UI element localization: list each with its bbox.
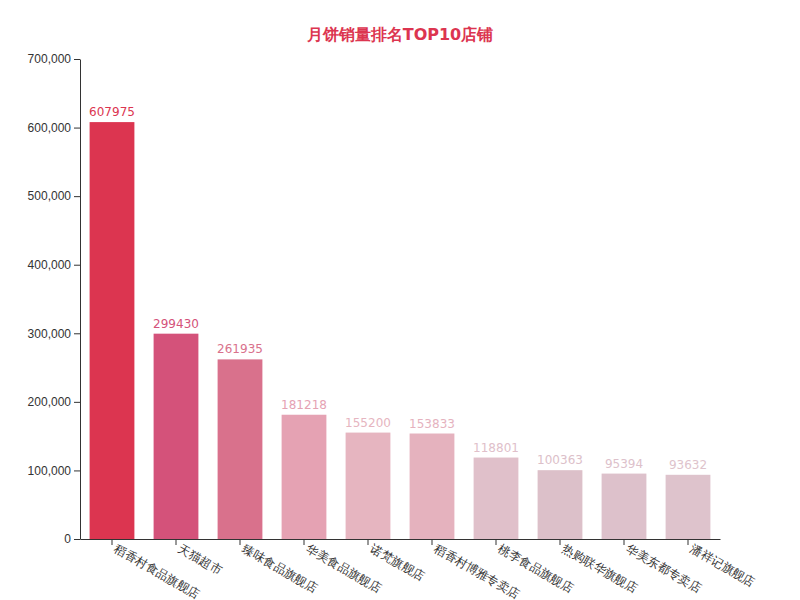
y-tick: 700,000 <box>28 52 80 66</box>
data-label: 181218 <box>281 398 327 412</box>
x-tick-mark <box>688 539 689 545</box>
data-label: 261935 <box>217 342 263 356</box>
x-tick: 诺梵旗舰店 <box>368 539 427 583</box>
x-tick-label: 诺梵旗舰店 <box>368 541 427 583</box>
y-tick-mark <box>74 128 80 129</box>
x-tick-mark <box>368 539 369 545</box>
x-tick: 天猫超市 <box>176 539 225 577</box>
chart: 月饼销量排名TOP10店铺 0 100,000 200,000 300,000 400,0… <box>0 0 800 600</box>
data-label: 607975 <box>89 105 135 119</box>
y-tick: 600,000 <box>28 121 80 135</box>
y-tick-label: 400,000 <box>28 258 72 272</box>
y-tick-label: 300,000 <box>28 327 72 341</box>
data-label: 100363 <box>537 453 583 467</box>
x-tick-mark <box>304 539 305 545</box>
bar <box>154 334 199 539</box>
y-tick-mark <box>74 402 80 403</box>
bars <box>90 122 711 539</box>
y-tick-label: 100,000 <box>28 464 72 478</box>
y-tick-label: 0 <box>64 532 71 546</box>
x-tick-mark <box>240 539 241 545</box>
data-label: 299430 <box>153 317 199 331</box>
data-label: 95394 <box>605 457 643 471</box>
y-tick: 400,000 <box>28 258 80 272</box>
data-label: 118801 <box>473 441 519 455</box>
y-tick-mark <box>74 539 80 540</box>
y-tick: 0 <box>64 532 80 546</box>
x-tick-mark <box>560 539 561 545</box>
y-tick-mark <box>74 59 80 60</box>
y-tick-label: 600,000 <box>28 121 72 135</box>
x-axis: 稻香村食品旗舰店天猫超市臻味食品旗舰店华美食品旗舰店诺梵旗舰店稻香村博雅专卖店桃… <box>81 539 758 600</box>
data-label: 93632 <box>669 458 707 472</box>
x-tick-mark <box>496 539 497 545</box>
x-tick: 潘祥记旗舰店 <box>688 539 757 589</box>
y-tick-label: 200,000 <box>28 395 72 409</box>
bar <box>410 434 455 539</box>
x-tick-mark <box>624 539 625 545</box>
bar <box>90 122 135 539</box>
plot: 0 100,000 200,000 300,000 400,000 500,000 600,… <box>28 52 758 600</box>
bar <box>474 458 519 539</box>
x-tick-mark <box>432 539 433 545</box>
x-tick-mark <box>112 539 113 545</box>
y-tick-mark <box>74 333 80 334</box>
y-tick: 200,000 <box>28 395 80 409</box>
y-tick: 300,000 <box>28 327 80 341</box>
bar <box>666 475 711 539</box>
y-tick: 100,000 <box>28 464 80 478</box>
x-tick-mark <box>176 539 177 545</box>
y-tick-label: 700,000 <box>28 52 72 66</box>
x-tick-label: 天猫超市 <box>176 541 225 577</box>
y-tick-mark <box>74 196 80 197</box>
bar <box>346 433 391 539</box>
data-labels: 607975 299430 261935 181218 155200 153833 1188… <box>89 105 707 472</box>
bar <box>282 415 327 539</box>
title: 月饼销量排名TOP10店铺 <box>306 25 494 44</box>
bar <box>538 470 583 539</box>
y-tick-label: 500,000 <box>28 189 72 203</box>
bar <box>218 359 263 539</box>
y-tick-mark <box>74 470 80 471</box>
data-label: 153833 <box>409 417 455 431</box>
y-tick-mark <box>74 265 80 266</box>
y-axis-line <box>80 60 81 540</box>
data-label: 155200 <box>345 416 391 430</box>
y-tick: 500,000 <box>28 189 80 203</box>
bar <box>602 474 647 539</box>
y-axis: 0 100,000 200,000 300,000 400,000 500,000 600,… <box>28 52 81 546</box>
x-tick-label: 潘祥记旗舰店 <box>688 541 757 589</box>
